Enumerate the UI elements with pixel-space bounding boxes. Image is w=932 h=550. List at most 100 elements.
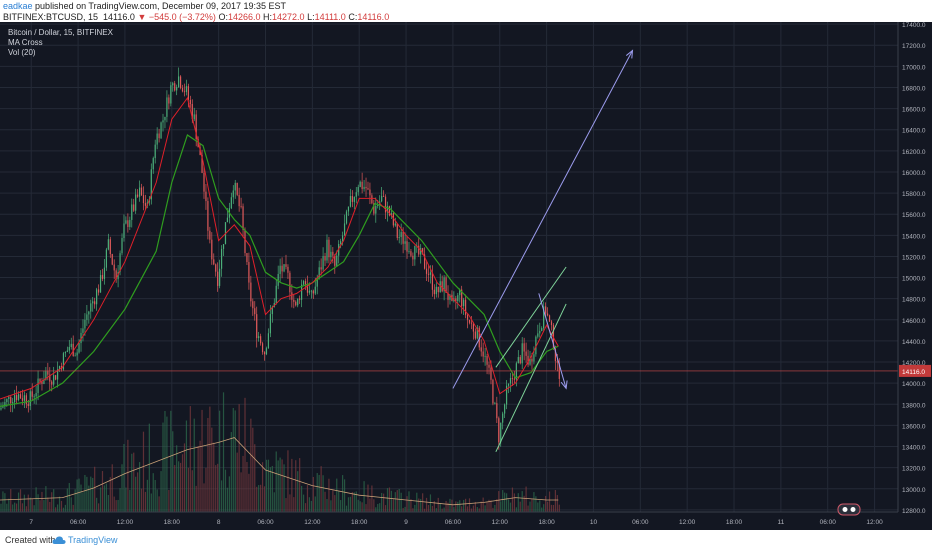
volume-bar bbox=[55, 507, 57, 512]
candle-up bbox=[357, 187, 359, 193]
candle-down bbox=[498, 418, 500, 443]
projection-up-arrow[interactable] bbox=[452, 50, 633, 389]
candle-up bbox=[129, 219, 131, 227]
volume-bar bbox=[222, 392, 225, 512]
time-tick-label: 06:00 bbox=[820, 519, 837, 526]
down-arrow-icon: ▼ bbox=[137, 12, 147, 22]
close-value: 14116.0 bbox=[357, 12, 390, 22]
wedge-lower-line[interactable] bbox=[495, 303, 567, 453]
candle-down bbox=[183, 91, 186, 93]
candle-up bbox=[123, 223, 125, 238]
candle-up bbox=[33, 396, 35, 398]
candle-down bbox=[287, 266, 289, 273]
time-axis-panel[interactable] bbox=[0, 512, 932, 530]
time-tick-label: 11 bbox=[777, 519, 784, 526]
volume-bar bbox=[498, 491, 500, 512]
candle-up bbox=[156, 133, 158, 145]
candle-up bbox=[160, 122, 162, 139]
candle-up bbox=[14, 395, 16, 403]
high-value: 14272.0 bbox=[272, 12, 305, 22]
candle-down bbox=[525, 351, 527, 356]
volume-bar bbox=[261, 462, 264, 512]
candle-up bbox=[509, 378, 512, 384]
magnet-icon[interactable] bbox=[837, 503, 861, 516]
candle-up bbox=[17, 394, 20, 400]
volume-bar bbox=[203, 483, 205, 512]
candle-down bbox=[361, 181, 363, 190]
volume-bar bbox=[527, 505, 529, 512]
volume-bar bbox=[326, 499, 328, 512]
volume-bar bbox=[459, 500, 461, 512]
candle-down bbox=[312, 290, 314, 294]
candle-down bbox=[382, 195, 385, 197]
volume-bar bbox=[78, 478, 80, 512]
price-tick-label: 14400.0 bbox=[902, 339, 926, 346]
volume-bar bbox=[359, 501, 361, 512]
candle-up bbox=[279, 265, 281, 274]
volume-bar bbox=[178, 461, 180, 512]
candle-down bbox=[433, 289, 435, 295]
candle-up bbox=[154, 144, 156, 159]
candle-up bbox=[119, 253, 121, 272]
volume-bar bbox=[53, 489, 55, 512]
legend-indicator-ma-cross[interactable]: MA Cross bbox=[8, 38, 43, 47]
candle-down bbox=[215, 264, 217, 272]
candle-down bbox=[365, 186, 367, 189]
legend-indicator-volume[interactable]: Vol (20) bbox=[8, 48, 36, 57]
candle-down bbox=[396, 223, 398, 238]
time-tick-label: 10 bbox=[590, 519, 598, 526]
volume-bar bbox=[33, 505, 35, 512]
volume-bar bbox=[394, 492, 396, 512]
current-price-tag bbox=[899, 364, 931, 377]
price-axis-panel[interactable] bbox=[898, 22, 932, 530]
legend-title: Bitcoin / Dollar, 15, BITFINEX bbox=[8, 28, 114, 37]
projection-down-arrow[interactable] bbox=[538, 293, 567, 389]
volume-bar bbox=[113, 496, 115, 512]
candle-down bbox=[511, 378, 514, 379]
volume-bar bbox=[51, 492, 53, 512]
candle-down bbox=[94, 301, 96, 305]
tradingview-brand[interactable]: TradingView bbox=[68, 535, 118, 545]
candle-down bbox=[412, 255, 414, 260]
candle-down bbox=[293, 299, 295, 302]
volume-bar bbox=[168, 490, 170, 512]
volume-bar bbox=[96, 497, 98, 512]
time-tick-label: 06:00 bbox=[70, 519, 87, 526]
candle-down bbox=[181, 87, 184, 92]
candle-down bbox=[217, 271, 219, 286]
candle-up bbox=[176, 87, 178, 91]
time-tick-label: 18:00 bbox=[726, 519, 743, 526]
volume-bar bbox=[302, 494, 305, 512]
candle-down bbox=[49, 374, 51, 382]
volume-bar bbox=[480, 501, 482, 512]
volume-bar bbox=[131, 453, 133, 512]
projection-down-arrowhead[interactable] bbox=[560, 380, 568, 390]
volume-bar bbox=[107, 495, 109, 512]
volume-bar bbox=[123, 443, 125, 512]
volume-bar bbox=[468, 498, 471, 512]
volume-bar bbox=[488, 499, 490, 512]
volume-bar bbox=[23, 494, 26, 512]
wedge-upper-line[interactable] bbox=[495, 266, 567, 368]
time-tick-label: 12:00 bbox=[492, 519, 509, 526]
volume-bar bbox=[170, 410, 172, 512]
candle-down bbox=[384, 196, 387, 213]
drawing-annotations[interactable] bbox=[452, 49, 634, 453]
candle-up bbox=[363, 186, 365, 190]
candle-up bbox=[533, 354, 535, 362]
volume-bar bbox=[308, 497, 311, 512]
candle-up bbox=[340, 241, 342, 244]
volume-bar bbox=[377, 503, 379, 512]
price-tick-label: 17000.0 bbox=[902, 64, 926, 71]
volume-bar bbox=[297, 471, 299, 512]
volume-bar bbox=[301, 485, 303, 512]
author-link[interactable]: eadkae bbox=[3, 1, 33, 11]
volume-bar bbox=[133, 452, 135, 512]
chart-plot[interactable]: 12800.0 13000.0 13200.0 13400.0 13600.0 13800… bbox=[0, 22, 932, 530]
candle-down bbox=[72, 343, 74, 356]
volume-bar bbox=[27, 494, 29, 512]
cloud-logo-icon bbox=[52, 536, 66, 544]
projection-up-arrowhead[interactable] bbox=[625, 49, 634, 59]
candle-up bbox=[355, 192, 357, 197]
volume-bar bbox=[174, 465, 176, 512]
